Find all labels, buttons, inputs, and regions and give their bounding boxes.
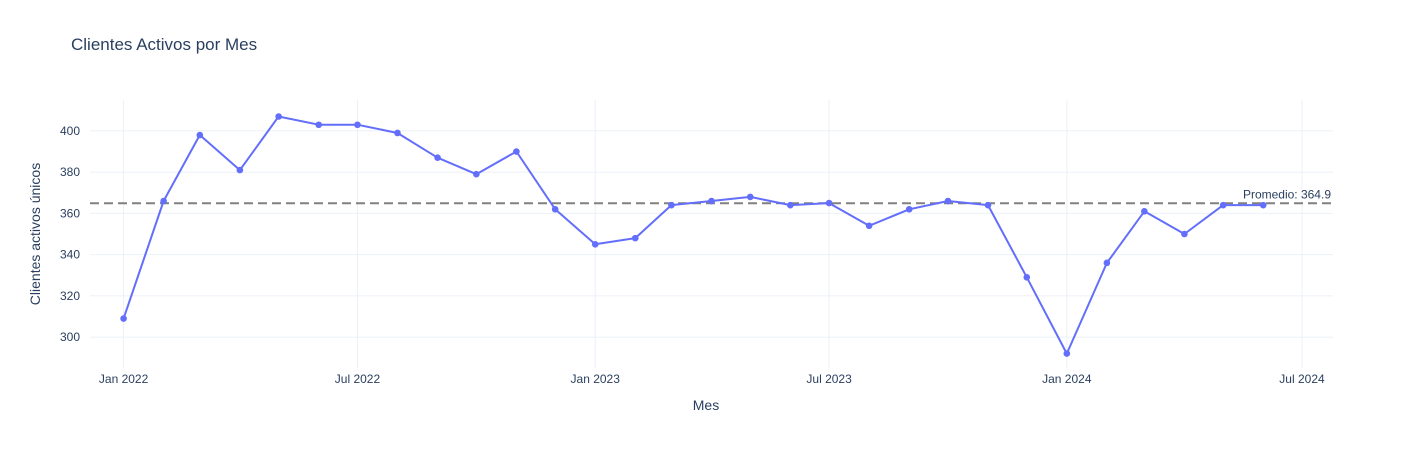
data-point xyxy=(120,315,127,322)
data-point xyxy=(1103,259,1111,267)
data-point xyxy=(1141,208,1148,215)
chart-title: Clientes Activos por Mes xyxy=(71,35,257,54)
x-tick-label: Jan 2023 xyxy=(571,372,621,386)
data-point xyxy=(275,113,282,120)
x-tick-label: Jan 2022 xyxy=(99,372,149,386)
data-point xyxy=(354,121,361,129)
x-tick-label: Jul 2024 xyxy=(1279,372,1325,386)
y-tick-label: 320 xyxy=(60,289,80,303)
y-axis-title: Clientes activos únicos xyxy=(27,163,43,305)
data-point xyxy=(434,154,441,162)
data-point xyxy=(315,121,323,129)
data-point xyxy=(551,205,559,213)
data-point xyxy=(865,222,873,230)
data-point xyxy=(787,201,794,209)
data-point xyxy=(513,148,520,155)
data-point xyxy=(196,131,204,139)
data-point xyxy=(1023,273,1031,281)
series-line xyxy=(122,115,1264,355)
data-point xyxy=(905,205,913,213)
tick-layer: Jan 2022 Jul 2022 Jan 2023 Jul 2023 Jan 2024… xyxy=(60,124,1325,386)
y-tick-label: 360 xyxy=(60,206,80,220)
data-point xyxy=(984,201,992,209)
y-tick-label: 400 xyxy=(60,124,80,138)
data-point xyxy=(944,197,952,205)
y-tick-label: 300 xyxy=(60,330,80,344)
data-point xyxy=(1181,230,1188,238)
y-tick-label: 340 xyxy=(60,248,80,262)
data-point xyxy=(668,201,675,209)
x-tick-label: Jul 2023 xyxy=(806,372,852,386)
data-point xyxy=(1219,201,1227,209)
data-point xyxy=(160,197,167,205)
y-tick-label: 380 xyxy=(60,165,80,179)
data-point xyxy=(1259,201,1267,209)
data-point xyxy=(631,234,639,242)
data-point xyxy=(746,193,754,201)
data-point xyxy=(1063,350,1071,357)
average-reference-label: Promedio: 364.9 xyxy=(1243,187,1331,201)
data-point xyxy=(236,166,244,174)
data-point xyxy=(473,170,480,178)
data-point xyxy=(825,199,833,207)
x-tick-label: Jul 2022 xyxy=(335,372,381,386)
grid-layer xyxy=(90,100,1333,368)
series-layer xyxy=(120,113,1267,357)
data-point xyxy=(591,241,599,248)
data-point xyxy=(708,197,715,205)
x-tick-label: Jan 2024 xyxy=(1042,372,1092,386)
x-axis-title: Mes xyxy=(693,397,719,413)
data-point xyxy=(394,129,401,137)
